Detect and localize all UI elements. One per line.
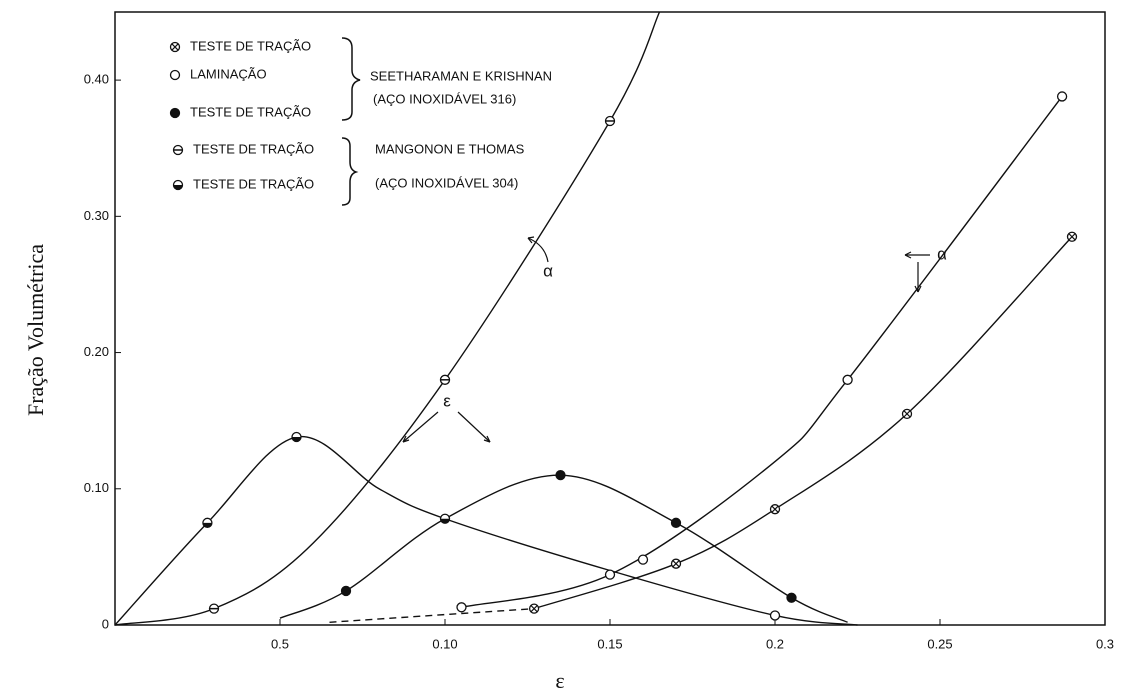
x-tick-label: 0.3 <box>1096 636 1114 651</box>
data-point-part <box>456 602 467 613</box>
y-tick-label: 0.10 <box>84 480 109 495</box>
data-point-part <box>202 522 212 528</box>
curve <box>114 435 858 626</box>
data-point-part <box>771 505 779 513</box>
y-axis-label: Fração Volumétrica <box>23 244 48 416</box>
data-point-part <box>903 410 911 418</box>
data-point <box>202 517 213 528</box>
data-point <box>670 517 682 528</box>
y-tick-label: 0.40 <box>84 72 109 87</box>
data-point-part <box>842 374 853 385</box>
data-point <box>769 610 781 621</box>
x-tick-label: 0.25 <box>927 636 952 651</box>
data-point <box>842 374 853 385</box>
annotation: ε <box>443 391 451 410</box>
data-point <box>670 558 682 569</box>
annotation: α <box>937 244 947 263</box>
legend-label: TESTE DE TRAÇÃO <box>190 38 311 53</box>
data-point-part <box>340 585 352 597</box>
data-point <box>439 374 451 385</box>
curve <box>329 607 535 623</box>
data-point-part <box>637 554 649 565</box>
x-axis-label: ε <box>555 668 564 693</box>
data-point <box>604 115 616 127</box>
data-point-part <box>672 560 680 568</box>
x-tick-label: 0.10 <box>432 636 457 651</box>
data-point-part <box>670 517 682 528</box>
x-tick-label: 0.5 <box>271 636 289 651</box>
legend-group-label: (AÇO INOXIDÁVEL 304) <box>375 175 518 190</box>
legend-marker-part <box>169 69 181 81</box>
legend-marker <box>169 41 181 53</box>
legend-group-label: MANGONON E THOMAS <box>375 141 525 156</box>
legend-marker-part <box>173 185 183 190</box>
data-point <box>1066 231 1078 242</box>
legend-group-label: SEETHARAMAN E KRISHNAN <box>370 68 552 83</box>
data-point <box>439 513 451 524</box>
data-point <box>340 585 352 597</box>
data-point <box>769 504 781 515</box>
data-point-part <box>555 470 566 481</box>
legend-label: TESTE DE TRAÇÃO <box>193 141 314 156</box>
y-tick-label: 0.30 <box>84 208 109 223</box>
x-tick-label: 0.2 <box>766 636 784 651</box>
legend-group-label: (AÇO INOXIDÁVEL 316) <box>373 91 516 106</box>
legend-marker <box>172 144 184 156</box>
data-point <box>604 569 616 580</box>
legend-label: TESTE DE TRAÇÃO <box>193 176 314 191</box>
legend-label: LAMINAÇÃO <box>190 66 267 81</box>
data-point <box>637 554 649 565</box>
legend-marker <box>169 69 181 81</box>
annotation: α <box>543 261 553 280</box>
curve <box>461 96 1063 608</box>
legend-marker <box>169 107 181 119</box>
x-tick-label: 0.15 <box>597 636 622 651</box>
data-point-part <box>440 518 450 524</box>
curve <box>533 236 1073 610</box>
legend-marker-part <box>169 107 181 119</box>
data-point <box>528 603 540 614</box>
data-point-part <box>530 605 538 613</box>
legend-label: TESTE DE TRAÇÃO <box>190 104 311 119</box>
data-point <box>291 431 302 443</box>
data-point-part <box>1068 233 1076 241</box>
data-point <box>1056 91 1068 102</box>
data-point <box>786 592 797 603</box>
data-point <box>456 602 467 613</box>
y-tick-label: 0 <box>102 616 109 631</box>
data-point <box>555 470 566 481</box>
data-point-part <box>769 610 781 621</box>
data-point-part <box>292 437 301 442</box>
annotation-arrows <box>402 236 930 443</box>
data-point-part <box>786 592 797 603</box>
legend-braces <box>341 37 361 206</box>
y-tick-label: 0.20 <box>84 344 109 359</box>
data-point-part <box>604 569 616 580</box>
data-point <box>901 408 913 420</box>
legend-marker-part <box>171 43 179 51</box>
data-point-part <box>1056 91 1068 102</box>
legend-marker <box>172 179 184 191</box>
data-point <box>208 603 220 614</box>
